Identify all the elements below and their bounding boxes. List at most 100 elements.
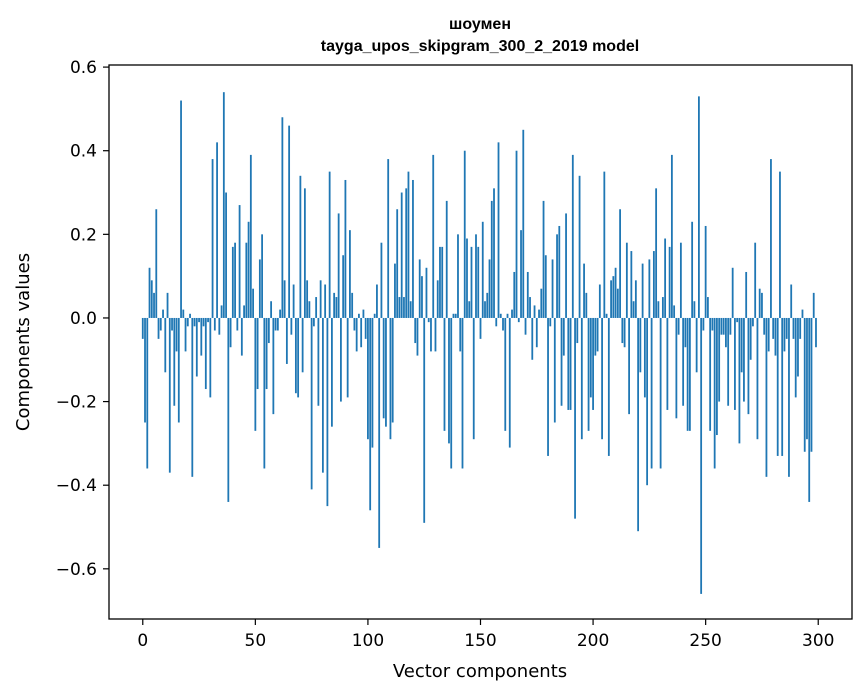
bar-294 — [803, 317, 806, 452]
bar-173 — [531, 317, 534, 360]
bar-126 — [425, 267, 428, 318]
bar-67 — [292, 284, 295, 318]
bar-276 — [763, 317, 766, 335]
bar-123 — [418, 259, 421, 318]
bar-11 — [166, 292, 169, 318]
bar-50 — [254, 317, 257, 431]
bar-4 — [150, 280, 153, 318]
bar-57 — [270, 301, 273, 318]
bar-48 — [249, 154, 252, 318]
bar-201 — [594, 317, 597, 356]
bar-291 — [797, 317, 799, 377]
bar-129 — [432, 154, 435, 318]
bar-187 — [562, 317, 565, 356]
bar-242 — [686, 317, 689, 431]
y-axis: −0.6 −0.4 −0.2 0.0 0.2 0.4 0.6 — [56, 58, 109, 580]
bar-168 — [520, 230, 522, 318]
bar-111 — [391, 317, 394, 423]
y-axis-label: Components values — [13, 253, 34, 431]
bar-267 — [743, 317, 745, 402]
bar-158 — [497, 142, 500, 318]
bar-167 — [517, 317, 520, 323]
bar-132 — [439, 246, 441, 318]
bar-102 — [371, 317, 374, 448]
bar-27 — [202, 317, 205, 327]
chart-title: шоумен — [449, 16, 511, 33]
bar-146 — [470, 246, 473, 318]
bar-61 — [279, 309, 282, 318]
bar-198 — [587, 317, 590, 431]
bar-192 — [574, 317, 576, 519]
bar-275 — [761, 292, 763, 318]
x-tick-label: 150 — [464, 631, 496, 651]
bar-104 — [376, 284, 378, 318]
bar-82 — [326, 317, 329, 507]
bar-73 — [306, 280, 309, 318]
bar-287 — [788, 317, 790, 477]
y-tick-label: 0.4 — [70, 142, 97, 162]
bar-49 — [252, 288, 254, 318]
bar-166 — [515, 150, 518, 318]
bar-241 — [684, 317, 687, 348]
bar-40 — [231, 246, 234, 318]
bar-277 — [765, 317, 768, 477]
bar-203 — [598, 284, 601, 318]
bar-296 — [808, 317, 811, 502]
x-axis-label: Vector components — [393, 661, 567, 682]
bar-245 — [693, 301, 696, 318]
bar-159 — [499, 313, 502, 318]
bar-134 — [443, 317, 446, 431]
bar-147 — [472, 317, 475, 440]
bar-292 — [799, 317, 802, 339]
bar-64 — [285, 317, 288, 364]
bar-31 — [211, 159, 214, 318]
bar-220 — [637, 317, 640, 532]
bar-249 — [702, 317, 705, 331]
bar-219 — [634, 280, 637, 318]
bar-84 — [331, 317, 333, 427]
bar-257 — [720, 317, 723, 335]
bar-256 — [718, 317, 721, 402]
bar-155 — [490, 200, 493, 318]
bar-216 — [628, 317, 630, 415]
bar-190 — [569, 317, 572, 410]
bar-179 — [544, 255, 547, 318]
bar-62 — [281, 117, 284, 318]
bar-108 — [385, 317, 387, 427]
bar-199 — [589, 317, 592, 398]
bar-120 — [412, 179, 414, 318]
bar-93 — [351, 292, 354, 318]
bar-163 — [508, 317, 511, 448]
bar-270 — [749, 317, 752, 360]
bar-178 — [542, 200, 545, 318]
bar-45 — [243, 305, 245, 318]
bar-1 — [144, 317, 146, 423]
bar-156 — [493, 188, 495, 318]
bar-25 — [198, 317, 200, 323]
bar-109 — [387, 159, 390, 318]
bar-41 — [234, 242, 236, 318]
bar-283 — [779, 171, 781, 318]
bar-43 — [238, 205, 241, 318]
bar-273 — [756, 317, 759, 440]
y-tick-label: −0.4 — [56, 476, 97, 496]
bar-255 — [716, 317, 718, 436]
bar-195 — [580, 317, 583, 440]
x-tick-label: 100 — [352, 631, 384, 651]
bar-237 — [675, 317, 678, 419]
bar-236 — [673, 305, 676, 318]
bar-51 — [256, 317, 259, 390]
bar-169 — [522, 129, 525, 318]
bar-258 — [722, 317, 725, 335]
bar-12 — [168, 317, 171, 473]
bar-131 — [436, 280, 439, 318]
bar-246 — [695, 317, 698, 373]
bar-59 — [274, 317, 277, 331]
bar-38 — [227, 317, 230, 502]
bar-262 — [731, 267, 734, 318]
bar-90 — [344, 179, 347, 318]
bar-221 — [639, 317, 642, 373]
bar-200 — [592, 317, 594, 410]
bar-30 — [209, 317, 212, 398]
